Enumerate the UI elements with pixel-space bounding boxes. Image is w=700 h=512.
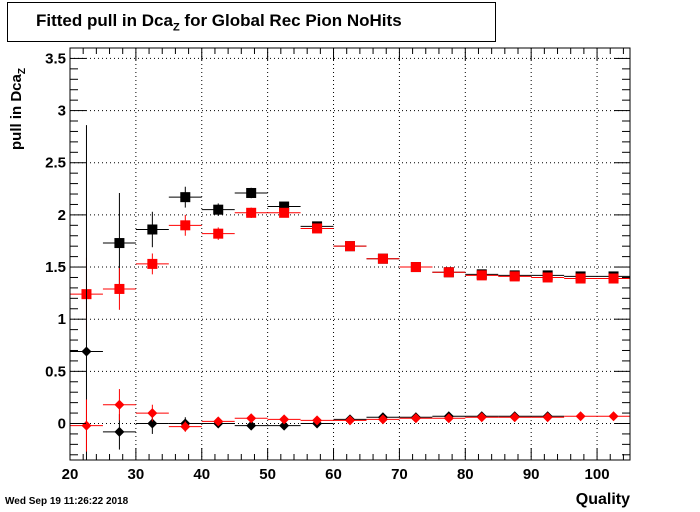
data-point-diamond [443,413,454,424]
data-point-square [180,220,191,231]
data-point-square [312,223,323,234]
data-point-diamond [114,399,125,410]
x-tick-label: 90 [523,466,540,483]
data-point-square [114,283,125,294]
data-point-diamond [279,414,290,425]
data-point-diamond [377,414,388,425]
x-tick-label: 30 [128,466,145,483]
chart-title: Fitted pull in DcaZ for Global Rec Pion … [36,11,402,33]
data-point-diamond [147,418,158,429]
data-point-diamond [81,346,92,357]
x-tick-label: 20 [62,466,79,483]
timestamp: Wed Sep 19 11:26:22 2018 [5,496,129,507]
data-point-square [575,273,586,284]
y-tick-label: 3.5 [45,50,66,67]
data-point-square [147,258,158,269]
data-point-square [114,238,125,249]
data-marks [70,125,630,460]
data-point-square [279,201,290,212]
data-point-square [410,262,421,273]
x-tick-label: 80 [457,466,474,483]
title-box: Fitted pull in DcaZ for Global Rec Pion … [7,2,496,42]
y-tick-label: 2.5 [45,155,66,172]
data-point-diamond [575,411,586,422]
data-point-diamond [114,426,125,437]
y-tick-label: 0.5 [45,363,66,380]
data-point-square [213,228,224,239]
chart-title-sub: Z [172,21,180,34]
data-point-square [443,267,454,278]
y-axis-label-sub: Z [17,68,28,75]
x-tick-label: 100 [585,466,610,483]
plot-frame [69,47,631,461]
data-point-diamond [246,413,257,424]
x-tick-label: 70 [391,466,408,483]
data-point-diamond [81,420,92,431]
data-point-diamond [246,420,257,431]
y-tick-label: 1 [58,311,66,328]
y-axis-label: pull in DcaZ [8,68,28,150]
x-axis-label: Quality [575,491,630,508]
y-tick-label: 3 [58,103,66,120]
data-point-diamond [345,415,355,426]
data-point-square [476,270,487,281]
data-point-square [246,207,257,218]
data-point-diamond [147,408,158,419]
y-axis-label-main: pull in Dca [8,74,25,150]
data-point-square [279,207,290,218]
data-point-square [213,204,224,215]
data-point-square [509,271,520,282]
data-point-square [377,253,388,264]
data-point-diamond [279,420,290,431]
data-point-square [147,224,158,235]
data-point-diamond [608,411,619,422]
data-point-square [345,241,355,252]
x-tick-label: 60 [325,466,342,483]
y-tick-label: 1.5 [45,259,66,276]
data-point-diamond [180,421,191,432]
y-tick-label: 0 [58,415,66,432]
data-point-diamond [312,415,323,426]
axis-ticks: 20 30 40 50 60 70 80 90 100 0 0.5 1 1.5 2 2.5 3 3.5 [45,48,630,483]
x-tick-label: 40 [193,466,210,483]
data-point-square [180,192,191,203]
data-point-diamond [542,412,553,423]
data-point-square [246,187,257,198]
chart-title-main: Fitted pull in Dca [36,11,173,30]
data-point-diamond [410,413,421,424]
y-tick-label: 2 [58,207,66,224]
data-point-diamond [213,416,224,427]
x-tick-label: 50 [259,466,276,483]
data-point-square [542,272,553,283]
grid-lines [69,48,630,460]
chart-title-rest: for Global Rec Pion NoHits [179,11,402,30]
data-point-square [608,273,619,284]
data-point-diamond [476,412,487,423]
data-point-diamond [509,412,520,423]
